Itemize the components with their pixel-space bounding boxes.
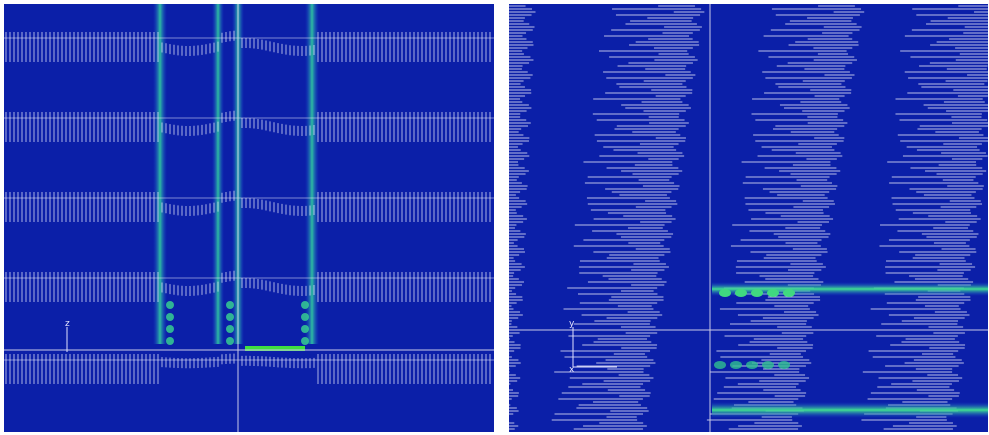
field-blob — [166, 325, 174, 333]
field-blob — [762, 361, 774, 369]
field-blob — [166, 301, 174, 309]
field-blob — [226, 325, 234, 333]
field-blob — [166, 337, 174, 345]
field-blob — [226, 337, 234, 345]
field-blob — [746, 361, 758, 369]
left-panel — [4, 4, 494, 432]
field-blob — [226, 313, 234, 321]
field-blob — [226, 301, 234, 309]
axis-label: y — [569, 319, 575, 329]
glyph-band — [509, 5, 536, 430]
field-blob — [301, 337, 309, 345]
field-blob — [301, 301, 309, 309]
right-panel — [509, 4, 988, 432]
axis-label: x — [569, 365, 575, 375]
glyph-row — [4, 270, 494, 302]
field-blob — [301, 313, 309, 321]
field-blob — [767, 289, 779, 297]
field-streak — [212, 4, 224, 344]
field-blob — [778, 361, 790, 369]
field-blob — [714, 361, 726, 369]
field-band — [712, 282, 988, 296]
glyph-band — [551, 5, 705, 430]
glyph-row — [4, 30, 494, 62]
glyph-row — [4, 190, 494, 222]
left-scene — [4, 4, 494, 432]
axis-label: z — [65, 319, 70, 329]
glyph-row — [4, 353, 494, 384]
field-band — [712, 402, 988, 418]
field-blob — [783, 289, 795, 297]
left-axes-gizmo: z — [65, 319, 70, 352]
glyph-row — [4, 110, 494, 142]
field-streak — [305, 4, 319, 344]
right-scene — [509, 4, 988, 432]
field-blob — [166, 313, 174, 321]
right-axes-gizmo: y x — [569, 319, 617, 375]
field-blob — [301, 325, 309, 333]
field-blob — [751, 289, 763, 297]
field-blob — [730, 361, 742, 369]
field-blob — [719, 289, 731, 297]
field-bar — [245, 346, 305, 351]
field-blob — [735, 289, 747, 297]
field-streak — [153, 4, 167, 344]
